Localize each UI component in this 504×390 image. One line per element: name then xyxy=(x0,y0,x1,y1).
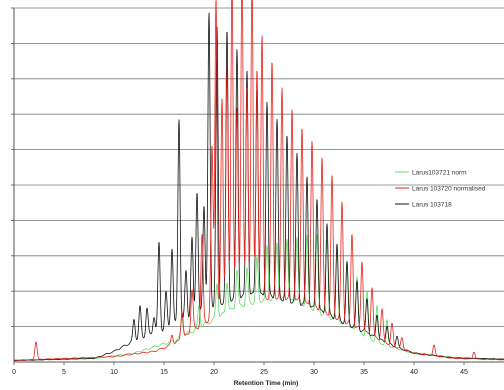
series-line xyxy=(14,0,504,361)
x-axis-ticks xyxy=(13,362,465,365)
x-axis-title: Retention Time (min) xyxy=(234,380,299,387)
x-tick-label: 0 xyxy=(12,369,16,376)
x-tick-label: 45 xyxy=(460,369,468,376)
x-tick-label: 20 xyxy=(210,369,218,376)
x-tick-label: 40 xyxy=(410,369,418,376)
x-tick-label: 25 xyxy=(260,369,268,376)
x-axis-tick-labels: 0 5 10 15 20 25 30 35 40 45 xyxy=(12,369,468,376)
x-tick-label: 10 xyxy=(110,369,118,376)
x-tick-label: 35 xyxy=(360,369,368,376)
x-tick-label: 15 xyxy=(160,369,168,376)
y-axis-ticks xyxy=(11,7,14,328)
legend-label: Larus 103718 xyxy=(412,202,452,209)
legend: Larus103721 norm Larus 103720 normalised L… xyxy=(395,170,486,209)
series-lines xyxy=(14,0,504,362)
legend-label: Larus103721 norm xyxy=(412,170,467,177)
x-tick-label: 30 xyxy=(310,369,318,376)
legend-label: Larus 103720 normalised xyxy=(412,186,486,193)
gridlines xyxy=(14,7,504,328)
x-tick-label: 5 xyxy=(62,369,66,376)
